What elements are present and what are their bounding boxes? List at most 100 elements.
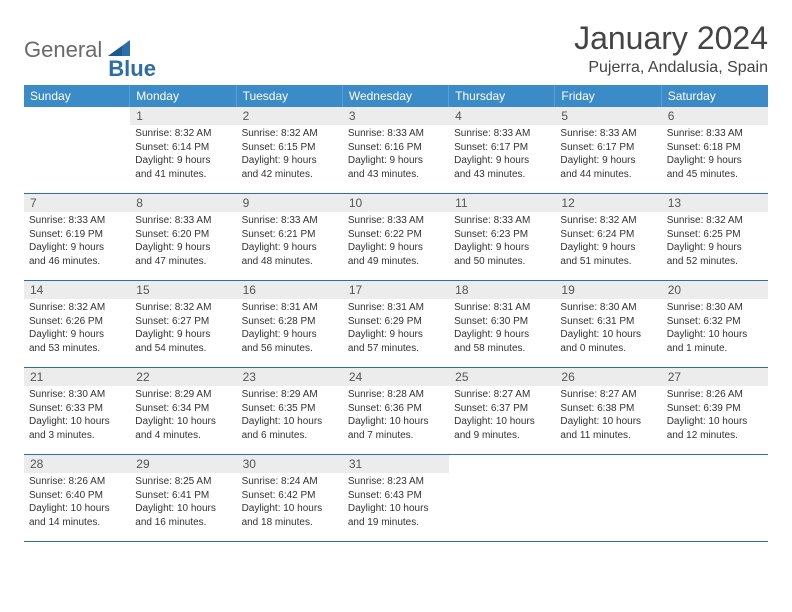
- sunset-text: Sunset: 6:41 PM: [135, 489, 231, 503]
- day-number: 28: [24, 455, 130, 473]
- daylight-text-2: and 3 minutes.: [29, 429, 125, 443]
- daylight-text-2: and 47 minutes.: [135, 255, 231, 269]
- day-cell: 3Sunrise: 8:33 AMSunset: 6:16 PMDaylight…: [343, 107, 449, 193]
- day-content: Sunrise: 8:32 AMSunset: 6:25 PMDaylight:…: [662, 212, 768, 268]
- sunset-text: Sunset: 6:33 PM: [29, 402, 125, 416]
- day-content: Sunrise: 8:30 AMSunset: 6:31 PMDaylight:…: [555, 299, 661, 355]
- daylight-text-1: Daylight: 9 hours: [135, 241, 231, 255]
- day-content: Sunrise: 8:32 AMSunset: 6:27 PMDaylight:…: [130, 299, 236, 355]
- sunset-text: Sunset: 6:40 PM: [29, 489, 125, 503]
- daylight-text-1: Daylight: 10 hours: [348, 415, 444, 429]
- daylight-text-1: Daylight: 9 hours: [242, 154, 338, 168]
- day-number: 1: [130, 107, 236, 125]
- day-number: 16: [237, 281, 343, 299]
- sunrise-text: Sunrise: 8:28 AM: [348, 388, 444, 402]
- day-number: 26: [555, 368, 661, 386]
- daylight-text-1: Daylight: 10 hours: [242, 415, 338, 429]
- day-cell: 17Sunrise: 8:31 AMSunset: 6:29 PMDayligh…: [343, 281, 449, 367]
- day-content: Sunrise: 8:25 AMSunset: 6:41 PMDaylight:…: [130, 473, 236, 529]
- sunrise-text: Sunrise: 8:31 AM: [454, 301, 550, 315]
- sunrise-text: Sunrise: 8:32 AM: [667, 214, 763, 228]
- week-row: 28 Sunrise: 8:26 AMSunset: 6:40 PM Dayligh…: [24, 455, 768, 542]
- day-cell: 1Sunrise: 8:32 AMSunset: 6:14 PMDaylight…: [130, 107, 236, 193]
- day-cell: 31Sunrise: 8:23 AMSunset: 6:43 PMDayligh…: [343, 455, 449, 541]
- sunrise-text: Sunrise: 8:33 AM: [667, 127, 763, 141]
- day-number: 21: [24, 368, 130, 386]
- day-cell: 28Sunrise: 8:26 AMSunset: 6:40 PMDayligh…: [24, 455, 130, 541]
- sunset-text: Sunset: 6:17 PM: [560, 141, 656, 155]
- daylight-text-1: Daylight: 9 hours: [29, 241, 125, 255]
- daylight-text-1: Daylight: 10 hours: [135, 502, 231, 516]
- header: General Blue January 2024 Pujerra, Andal…: [24, 20, 768, 77]
- sunset-text: Sunset: 6:17 PM: [454, 141, 550, 155]
- daylight-text-1: Daylight: 9 hours: [348, 241, 444, 255]
- sunset-text: Sunset: 6:34 PM: [135, 402, 231, 416]
- daylight-text-2: and 11 minutes.: [560, 429, 656, 443]
- daylight-text-2: and 18 minutes.: [242, 516, 338, 530]
- daylight-text-2: and 54 minutes.: [135, 342, 231, 356]
- weekday-header: Sunday: [24, 85, 130, 107]
- daylight-text-1: Daylight: 10 hours: [242, 502, 338, 516]
- daylight-text-2: and 50 minutes.: [454, 255, 550, 269]
- sunset-text: Sunset: 6:15 PM: [242, 141, 338, 155]
- sunrise-text: Sunrise: 8:26 AM: [29, 475, 125, 489]
- sunrise-text: Sunrise: 8:31 AM: [242, 301, 338, 315]
- logo-text-general: General: [24, 37, 102, 63]
- day-cell: 26Sunrise: 8:27 AMSunset: 6:38 PMDayligh…: [555, 368, 661, 454]
- sunset-text: Sunset: 6:24 PM: [560, 228, 656, 242]
- daylight-text-2: and 43 minutes.: [454, 168, 550, 182]
- day-cell: 24Sunrise: 8:28 AMSunset: 6:36 PMDayligh…: [343, 368, 449, 454]
- sunrise-text: Sunrise: 8:26 AM: [667, 388, 763, 402]
- day-number: 5: [555, 107, 661, 125]
- sunset-text: Sunset: 6:28 PM: [242, 315, 338, 329]
- sunrise-text: Sunrise: 8:25 AM: [135, 475, 231, 489]
- daylight-text-1: Daylight: 10 hours: [29, 415, 125, 429]
- location-text: Pujerra, Andalusia, Spain: [574, 59, 768, 77]
- day-cell: 25Sunrise: 8:27 AMSunset: 6:37 PMDayligh…: [449, 368, 555, 454]
- daylight-text-1: Daylight: 9 hours: [454, 154, 550, 168]
- day-cell: 29Sunrise: 8:25 AMSunset: 6:41 PMDayligh…: [130, 455, 236, 541]
- daylight-text-2: and 58 minutes.: [454, 342, 550, 356]
- weekday-header-row: SundayMondayTuesdayWednesdayThursdayFrid…: [24, 85, 768, 107]
- weekday-header: Tuesday: [237, 85, 343, 107]
- day-content: Sunrise: 8:33 AMSunset: 6:22 PMDaylight:…: [343, 212, 449, 268]
- day-cell: 16Sunrise: 8:31 AMSunset: 6:28 PMDayligh…: [237, 281, 343, 367]
- sunset-text: Sunset: 6:22 PM: [348, 228, 444, 242]
- daylight-text-2: and 53 minutes.: [29, 342, 125, 356]
- daylight-text-1: Daylight: 10 hours: [560, 328, 656, 342]
- daylight-text-2: and 1 minute.: [667, 342, 763, 356]
- day-content: Sunrise: 8:33 AMSunset: 6:23 PMDaylight:…: [449, 212, 555, 268]
- day-cell: 5Sunrise: 8:33 AMSunset: 6:17 PMDaylight…: [555, 107, 661, 193]
- daylight-text-1: Daylight: 9 hours: [560, 154, 656, 168]
- day-number: 27: [662, 368, 768, 386]
- day-cell: 12Sunrise: 8:32 AMSunset: 6:24 PMDayligh…: [555, 194, 661, 280]
- day-cell: 9Sunrise: 8:33 AMSunset: 6:21 PMDaylight…: [237, 194, 343, 280]
- day-content: Sunrise: 8:33 AMSunset: 6:20 PMDaylight:…: [130, 212, 236, 268]
- daylight-text-2: and 12 minutes.: [667, 429, 763, 443]
- sunrise-text: Sunrise: 8:31 AM: [348, 301, 444, 315]
- logo-text-blue: Blue: [108, 56, 156, 82]
- sunrise-text: Sunrise: 8:24 AM: [242, 475, 338, 489]
- empty-day-cell: [24, 107, 130, 193]
- day-number: 13: [662, 194, 768, 212]
- day-number: 6: [662, 107, 768, 125]
- day-content: Sunrise: 8:32 AMSunset: 6:15 PMDaylight:…: [237, 125, 343, 181]
- sunrise-text: Sunrise: 8:33 AM: [454, 214, 550, 228]
- daylight-text-2: and 51 minutes.: [560, 255, 656, 269]
- sunset-text: Sunset: 6:39 PM: [667, 402, 763, 416]
- daylight-text-2: and 19 minutes.: [348, 516, 444, 530]
- empty-day-cell: [555, 455, 661, 541]
- day-cell: 13Sunrise: 8:32 AMSunset: 6:25 PMDayligh…: [662, 194, 768, 280]
- day-number: 3: [343, 107, 449, 125]
- empty-day-cell: [449, 455, 555, 541]
- day-number: 7: [24, 194, 130, 212]
- sunset-text: Sunset: 6:23 PM: [454, 228, 550, 242]
- weekday-header: Saturday: [662, 85, 768, 107]
- sunset-text: Sunset: 6:18 PM: [667, 141, 763, 155]
- daylight-text-2: and 41 minutes.: [135, 168, 231, 182]
- day-content: Sunrise: 8:29 AMSunset: 6:35 PMDaylight:…: [237, 386, 343, 442]
- day-content: Sunrise: 8:31 AMSunset: 6:30 PMDaylight:…: [449, 299, 555, 355]
- day-number: 18: [449, 281, 555, 299]
- sunset-text: Sunset: 6:38 PM: [560, 402, 656, 416]
- day-cell: 19Sunrise: 8:30 AMSunset: 6:31 PMDayligh…: [555, 281, 661, 367]
